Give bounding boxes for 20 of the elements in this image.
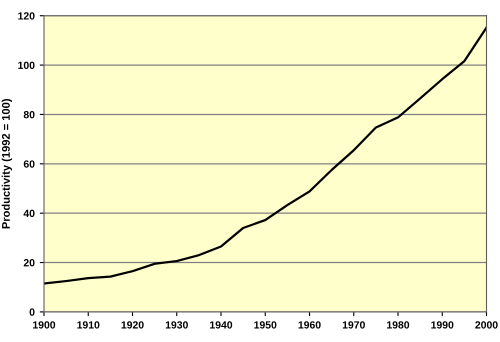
x-tick-label: 1930 (166, 321, 188, 329)
x-tick-label: 1950 (254, 321, 276, 329)
y-tick-label: 100 (18, 62, 35, 69)
x-tick-label: 1990 (431, 321, 454, 329)
y-tick-label: 0 (30, 308, 35, 316)
y-tick-label: 40 (24, 210, 35, 218)
x-tick-label: 1970 (342, 321, 365, 329)
y-tick-label: 120 (18, 12, 35, 20)
y-tick-label: 60 (24, 160, 35, 168)
y-tick-label: 80 (24, 110, 35, 118)
x-tick-label: 1910 (77, 321, 100, 329)
x-tick-label: 1960 (298, 321, 321, 329)
x-tick-label: 2000 (475, 321, 498, 329)
x-tick-label: 1980 (387, 321, 410, 329)
x-tick-label: 1900 (33, 321, 56, 329)
x-tick-label: 1920 (122, 321, 144, 329)
line-series (44, 26, 486, 285)
x-tick-label: 1940 (210, 321, 232, 329)
y-tick-label: 20 (24, 259, 35, 266)
y-axis-title: Productivity (1992 = 100) (2, 99, 12, 228)
